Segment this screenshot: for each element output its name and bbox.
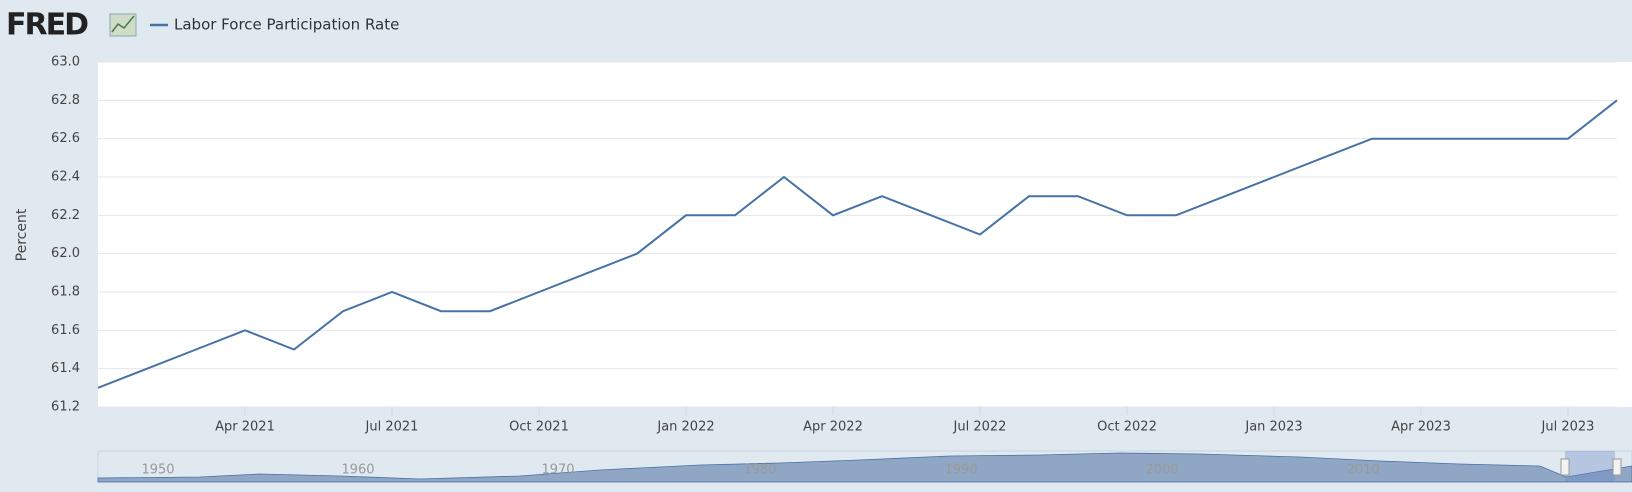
y-axis-label: Percent <box>14 208 30 261</box>
x-tick-label: Jul 2021 <box>365 420 419 435</box>
y-tick-label: 62.8 <box>51 93 80 108</box>
logo-icon-line <box>111 15 135 33</box>
x-tick-label: Jul 2022 <box>953 420 1007 435</box>
y-tick-label: 62.2 <box>51 208 80 223</box>
x-tick-label: Apr 2022 <box>803 420 863 435</box>
navigator-label: 1980 <box>743 463 776 478</box>
series-line <box>97 99 1618 389</box>
y-tick-label: 62.4 <box>51 170 80 185</box>
navigator-handle[interactable] <box>1612 458 1622 476</box>
legend-label[interactable]: Labor Force Participation Rate <box>174 16 399 34</box>
navigator-label: 1990 <box>944 463 977 478</box>
y-tick-label: 62.0 <box>51 246 80 261</box>
navigator-label: 2000 <box>1145 463 1178 478</box>
navigator-label: 2010 <box>1346 463 1379 478</box>
y-tick-label: 63.0 <box>51 55 80 70</box>
x-tick-label: Oct 2021 <box>509 420 569 435</box>
x-tick-label: Apr 2023 <box>1391 420 1451 435</box>
navigator-handle[interactable] <box>1560 458 1570 476</box>
navigator: 1950 1960 1970 1980 1990 2000 2010 <box>97 450 1632 483</box>
plot-area <box>98 62 1632 407</box>
navigator-selection[interactable] <box>1565 451 1615 482</box>
logo: FRED <box>6 8 88 43</box>
y-tick-label: 61.6 <box>51 323 80 338</box>
y-tick-label: 62.6 <box>51 131 80 146</box>
x-tick-label: Jan 2023 <box>1244 420 1302 435</box>
navigator-label: 1960 <box>341 463 374 478</box>
y-tick-label: 61.8 <box>51 285 80 300</box>
x-tick-label: Jan 2022 <box>656 420 714 435</box>
x-tick-label: Apr 2021 <box>215 420 275 435</box>
navigator-label: 1970 <box>541 463 574 478</box>
x-tick-label: Oct 2022 <box>1097 420 1157 435</box>
y-tick-label: 61.4 <box>51 361 80 376</box>
navigator-label: 1950 <box>141 463 174 478</box>
logo-icon <box>109 13 137 37</box>
x-tick-label: Jul 2023 <box>1541 420 1595 435</box>
y-tick-label: 61.2 <box>51 400 80 415</box>
navigator-series <box>97 452 1632 483</box>
